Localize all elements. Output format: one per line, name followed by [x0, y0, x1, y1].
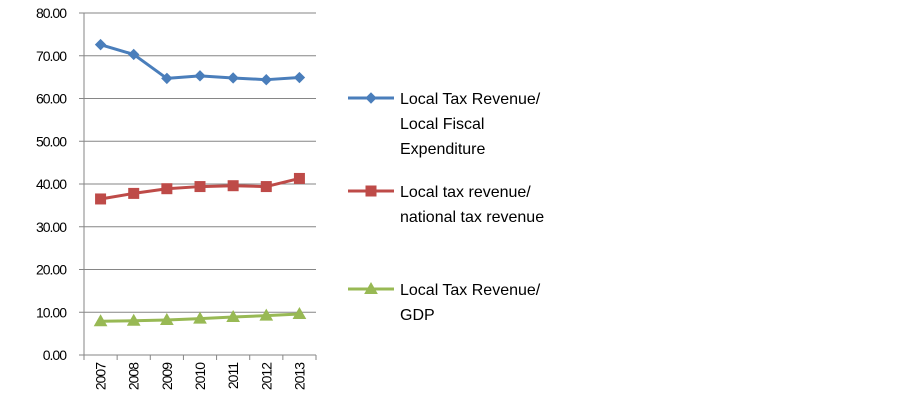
- data-point: [293, 172, 305, 184]
- data-point: [126, 313, 141, 326]
- legend-item: Local tax revenue/national tax revenue: [348, 184, 544, 226]
- series-2: [95, 172, 305, 205]
- x-tick-label: 2009: [159, 362, 175, 390]
- legend-label: Local tax revenue/: [400, 184, 531, 201]
- y-tick-label: 20.00: [36, 262, 67, 278]
- series-3: [93, 306, 307, 327]
- legend-label: Local Tax Revenue/: [400, 91, 541, 108]
- legend-label: national tax revenue: [400, 209, 544, 226]
- data-point: [260, 181, 272, 193]
- data-point: [259, 308, 274, 321]
- x-tick-label: 2008: [126, 362, 142, 390]
- legend-swatch-marker: [365, 92, 377, 104]
- data-point: [227, 180, 239, 192]
- data-point: [95, 193, 107, 205]
- y-tick-label: 40.00: [36, 176, 67, 192]
- legend-item: Local Tax Revenue/GDP: [348, 281, 541, 324]
- y-axis-ticks: 0.00 10.00 20.00 30.00 40.00 50.00 60.00 70.00 8…: [36, 5, 84, 363]
- data-point: [161, 72, 173, 85]
- y-tick-label: 60.00: [36, 91, 67, 107]
- legend-item: Local Tax Revenue/Local Fiscal Expenditur…: [348, 91, 541, 158]
- legend-swatch-marker: [364, 281, 378, 294]
- data-point: [226, 309, 241, 322]
- legend-label: GDP: [400, 307, 435, 324]
- gridlines: [84, 12, 316, 313]
- data-point: [161, 183, 173, 195]
- data-point: [128, 48, 140, 61]
- legend-label: Local Tax Revenue/: [400, 282, 541, 299]
- y-tick-label: 10.00: [36, 304, 67, 320]
- data-point: [193, 311, 207, 324]
- y-tick-label: 80.00: [36, 5, 67, 21]
- data-point: [227, 72, 239, 84]
- legend-label: Local Fiscal: [400, 116, 484, 133]
- series-layer: [93, 38, 307, 327]
- legend-swatch-marker: [365, 185, 377, 197]
- x-tick-label: 2007: [93, 362, 109, 390]
- x-tick-label: 2010: [192, 362, 208, 390]
- x-tick-label: 2013: [291, 362, 307, 390]
- x-tick-label: 2011: [225, 362, 241, 389]
- x-axis-ticks: 2007 2008 2009 2010 2011 2012 2013: [83, 355, 317, 390]
- data-point: [94, 38, 107, 51]
- legend: Local Tax Revenue/Local Fiscal Expenditur…: [348, 91, 544, 324]
- data-point: [93, 314, 108, 327]
- y-tick-label: 70.00: [36, 48, 67, 64]
- y-tick-label: 0.00: [43, 347, 67, 363]
- y-tick-label: 30.00: [36, 219, 67, 235]
- y-tick-label: 50.00: [36, 133, 67, 149]
- data-point: [260, 73, 272, 86]
- data-point: [159, 312, 174, 325]
- data-point: [194, 181, 206, 193]
- x-tick-label: 2012: [258, 362, 274, 390]
- legend-label: Expenditure: [400, 141, 485, 158]
- data-point: [128, 187, 140, 199]
- data-point: [194, 70, 206, 82]
- data-point: [292, 306, 307, 319]
- series-1: [94, 38, 306, 86]
- data-point: [293, 71, 306, 84]
